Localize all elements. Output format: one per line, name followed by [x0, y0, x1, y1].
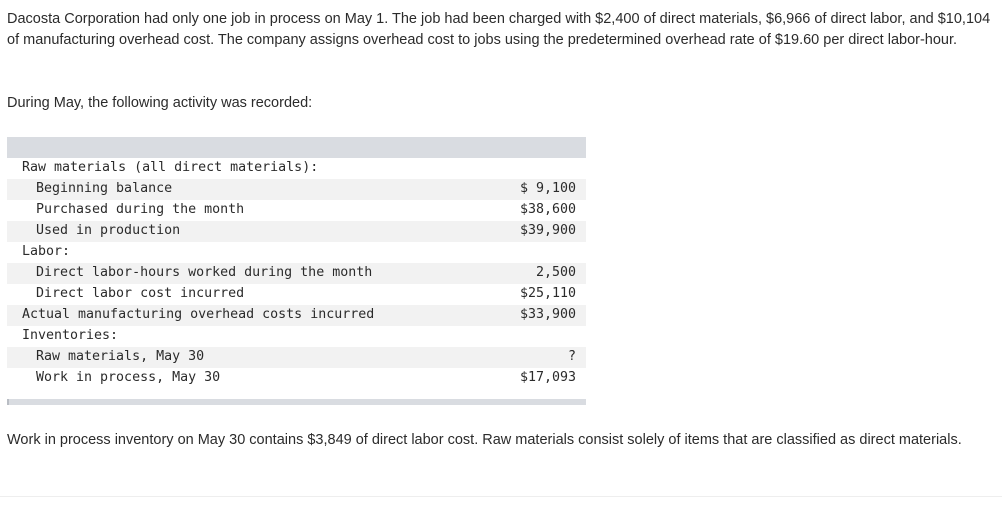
table-row: Actual manufacturing overhead costs incu… — [7, 305, 586, 326]
table-header-bar — [7, 137, 586, 158]
bottom-divider — [0, 496, 1002, 497]
row-label: Work in process, May 30 — [36, 370, 221, 385]
row-label: Purchased during the month — [36, 202, 245, 217]
row-value: $17,093 — [519, 370, 576, 385]
table-row: Direct labor-hours worked during the mon… — [7, 263, 586, 284]
activity-lead-text: During May, the following activity was r… — [7, 95, 313, 111]
row-value: $39,900 — [519, 223, 576, 238]
row-value: 2,500 — [535, 265, 576, 280]
table-row: Raw materials, May 30 ? — [7, 347, 586, 368]
row-label: Beginning balance — [36, 181, 173, 196]
row-label: Raw materials (all direct materials): — [22, 160, 319, 175]
table-row: Inventories: — [7, 326, 586, 347]
row-value: $33,900 — [519, 307, 576, 322]
row-label: Labor: — [22, 244, 71, 259]
row-label: Direct labor cost incurred — [36, 286, 245, 301]
row-value: ? — [567, 349, 576, 364]
table-row: Work in process, May 30 $17,093 — [7, 368, 586, 389]
table-row: Purchased during the month $38,600 — [7, 200, 586, 221]
row-label: Actual manufacturing overhead costs incu… — [22, 307, 375, 322]
table-row: Used in production $39,900 — [7, 221, 586, 242]
table-row: Direct labor cost incurred $25,110 — [7, 284, 586, 305]
note-text: Work in process inventory on May 30 cont… — [7, 432, 962, 448]
table-footer-bar — [7, 399, 586, 405]
row-label: Used in production — [36, 223, 181, 238]
row-label: Direct labor-hours worked during the mon… — [36, 265, 373, 280]
row-label: Raw materials, May 30 — [36, 349, 205, 364]
table-row: Raw materials (all direct materials): — [7, 158, 586, 179]
row-value: $38,600 — [519, 202, 576, 217]
table-row: Labor: — [7, 242, 586, 263]
row-label: Inventories: — [22, 328, 119, 343]
table-row: Beginning balance $ 9,100 — [7, 179, 586, 200]
row-value: $25,110 — [519, 286, 576, 301]
row-value: $ 9,100 — [519, 181, 576, 196]
activity-table: Raw materials (all direct materials): Be… — [7, 137, 586, 405]
problem-intro-text: Dacosta Corporation had only one job in … — [7, 11, 991, 48]
